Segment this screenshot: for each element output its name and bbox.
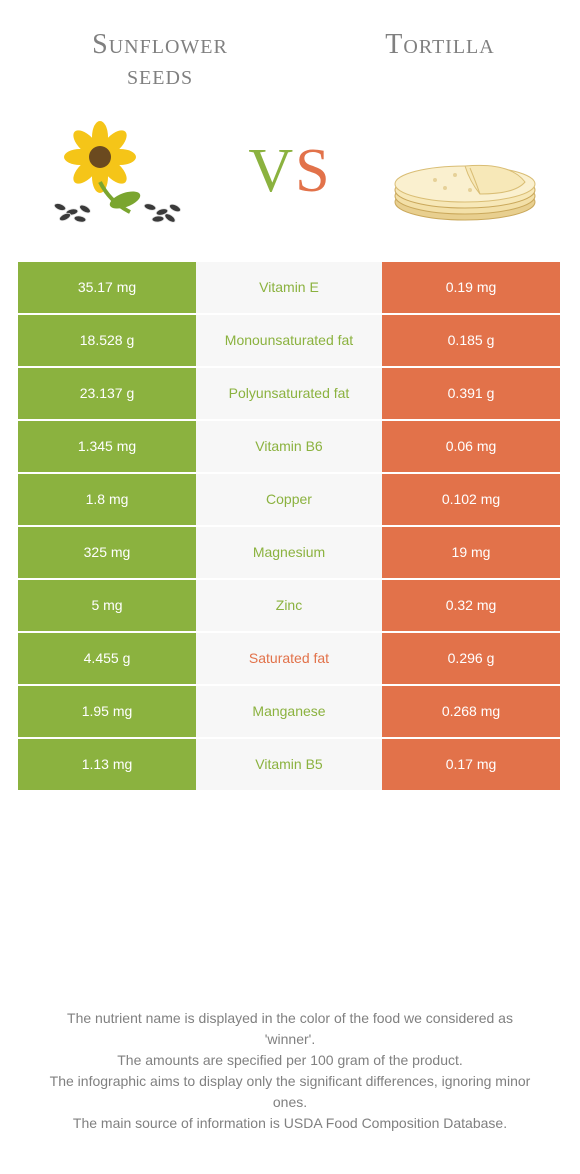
footer-line-2: The amounts are specified per 100 gram o… — [40, 1050, 540, 1071]
table-row: 1.13 mgVitamin B50.17 mg — [18, 739, 562, 790]
nutrient-table: 35.17 mgVitamin E0.19 mg18.528 gMonounsa… — [18, 262, 562, 790]
title-left-line1: Sunflower — [92, 29, 228, 60]
cell-right-value: 0.32 mg — [382, 580, 560, 631]
cell-right-value: 0.268 mg — [382, 686, 560, 737]
cell-nutrient-name: Vitamin E — [196, 262, 382, 313]
title-sunflower-seeds: Sunflower seeds — [50, 30, 270, 92]
cell-nutrient-name: Saturated fat — [196, 633, 382, 684]
vs-v: V — [248, 137, 295, 205]
title-left-line2: seeds — [127, 60, 193, 91]
vs-label: VS — [248, 136, 331, 207]
cell-right-value: 0.185 g — [382, 315, 560, 366]
cell-left-value: 5 mg — [18, 580, 196, 631]
table-row: 5 mgZinc0.32 mg — [18, 580, 562, 631]
table-row: 1.95 mgManganese0.268 mg — [18, 686, 562, 737]
cell-nutrient-name: Vitamin B6 — [196, 421, 382, 472]
cell-right-value: 0.296 g — [382, 633, 560, 684]
tortilla-image — [380, 112, 550, 232]
cell-nutrient-name: Polyunsaturated fat — [196, 368, 382, 419]
cell-nutrient-name: Vitamin B5 — [196, 739, 382, 790]
table-row: 4.455 gSaturated fat0.296 g — [18, 633, 562, 684]
title-tortilla: Tortilla — [350, 30, 530, 92]
sunflower-icon — [30, 112, 200, 232]
cell-left-value: 1.13 mg — [18, 739, 196, 790]
cell-left-value: 1.95 mg — [18, 686, 196, 737]
table-row: 325 mgMagnesium19 mg — [18, 527, 562, 578]
cell-right-value: 0.06 mg — [382, 421, 560, 472]
cell-left-value: 23.137 g — [18, 368, 196, 419]
cell-nutrient-name: Monounsaturated fat — [196, 315, 382, 366]
cell-nutrient-name: Magnesium — [196, 527, 382, 578]
cell-left-value: 18.528 g — [18, 315, 196, 366]
cell-nutrient-name: Copper — [196, 474, 382, 525]
cell-nutrient-name: Manganese — [196, 686, 382, 737]
footer-line-3: The infographic aims to display only the… — [40, 1071, 540, 1113]
cell-right-value: 19 mg — [382, 527, 560, 578]
vs-s: S — [295, 137, 331, 205]
table-row: 1.345 mgVitamin B60.06 mg — [18, 421, 562, 472]
footer-notes: The nutrient name is displayed in the co… — [40, 1008, 540, 1134]
cell-nutrient-name: Zinc — [196, 580, 382, 631]
header: Sunflower seeds Tortilla — [0, 0, 580, 102]
tortilla-icon — [380, 112, 550, 232]
table-row: 18.528 gMonounsaturated fat0.185 g — [18, 315, 562, 366]
cell-left-value: 1.8 mg — [18, 474, 196, 525]
table-row: 1.8 mgCopper0.102 mg — [18, 474, 562, 525]
cell-right-value: 0.102 mg — [382, 474, 560, 525]
cell-left-value: 35.17 mg — [18, 262, 196, 313]
footer-line-4: The main source of information is USDA F… — [40, 1113, 540, 1134]
cell-left-value: 325 mg — [18, 527, 196, 578]
table-row: 23.137 gPolyunsaturated fat0.391 g — [18, 368, 562, 419]
cell-right-value: 0.19 mg — [382, 262, 560, 313]
footer-line-1: The nutrient name is displayed in the co… — [40, 1008, 540, 1050]
sunflower-seeds-image — [30, 112, 200, 232]
cell-left-value: 1.345 mg — [18, 421, 196, 472]
cell-left-value: 4.455 g — [18, 633, 196, 684]
table-row: 35.17 mgVitamin E0.19 mg — [18, 262, 562, 313]
cell-right-value: 0.17 mg — [382, 739, 560, 790]
cell-right-value: 0.391 g — [382, 368, 560, 419]
vs-row: VS — [0, 102, 580, 262]
